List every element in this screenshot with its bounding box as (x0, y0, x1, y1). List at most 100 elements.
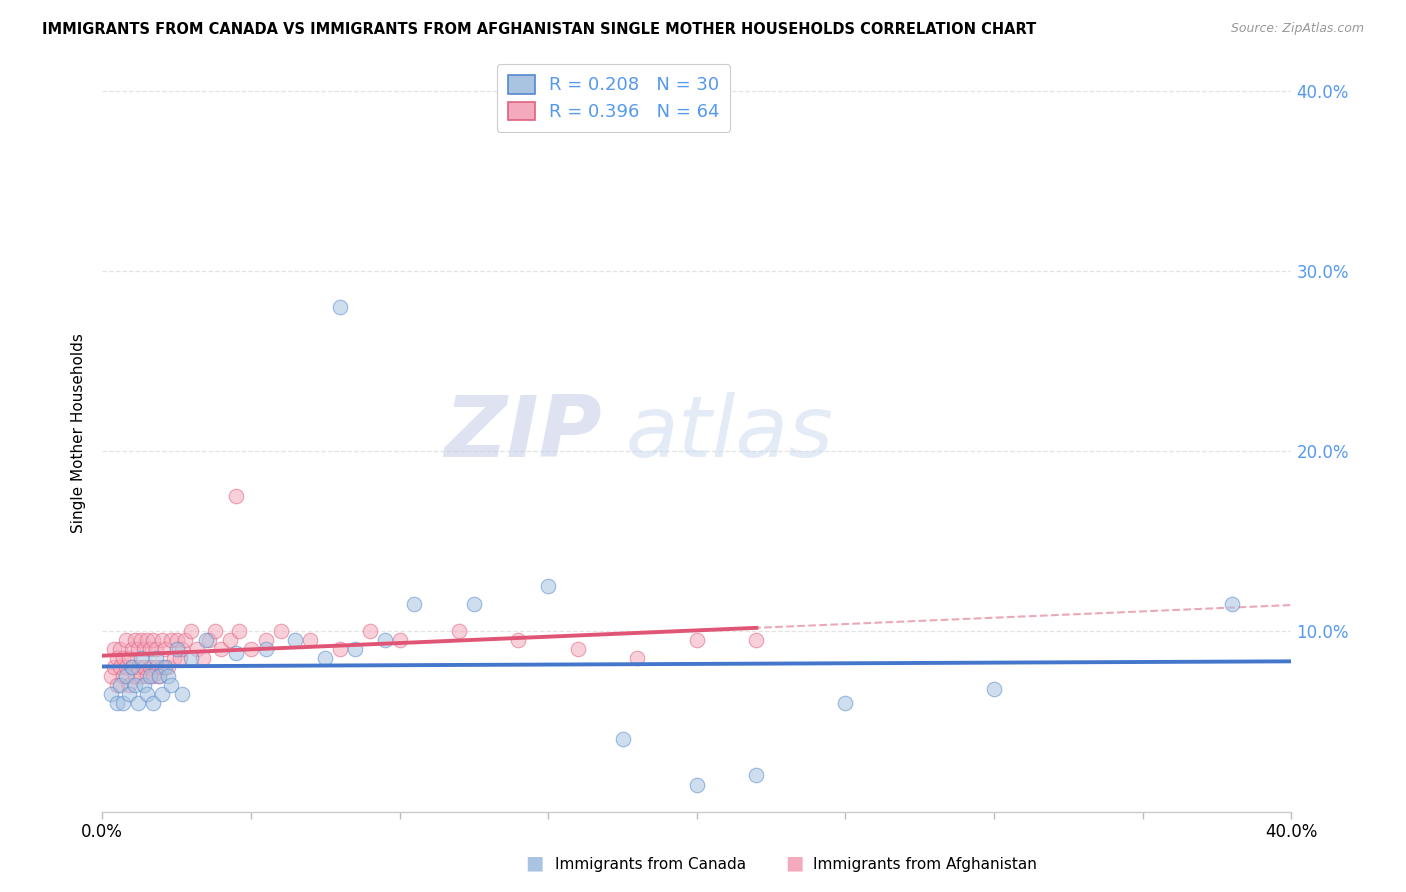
Point (135, 633, 157, 648)
Point (195, 633, 218, 648)
Point (150, 688, 173, 702)
Point (121, 642, 143, 657)
Point (254, 633, 277, 648)
Point (162, 651, 184, 665)
Point (124, 669, 146, 683)
Point (172, 642, 194, 657)
Point (153, 642, 176, 657)
Point (103, 660, 125, 674)
Point (135, 688, 157, 702)
Point (537, 579, 560, 593)
Point (329, 642, 352, 657)
Point (270, 624, 292, 639)
Point (105, 651, 128, 665)
Text: Immigrants from Afghanistan: Immigrants from Afghanistan (813, 857, 1036, 872)
Point (129, 669, 152, 683)
Point (180, 624, 202, 639)
Point (129, 633, 152, 648)
Point (127, 642, 149, 657)
Point (105, 678, 128, 692)
Point (359, 624, 381, 639)
Point (219, 633, 242, 648)
Point (228, 624, 250, 639)
Point (314, 651, 336, 665)
Point (834, 697, 856, 711)
Point (145, 660, 167, 674)
Point (299, 633, 322, 648)
Point (145, 642, 167, 657)
Point (159, 633, 181, 648)
Point (111, 669, 134, 683)
Point (983, 681, 1005, 696)
Point (225, 489, 247, 503)
Point (159, 678, 181, 692)
Text: IMMIGRANTS FROM CANADA VS IMMIGRANTS FROM AFGHANISTAN SINGLE MOTHER HOUSEHOLDS C: IMMIGRANTS FROM CANADA VS IMMIGRANTS FRO… (42, 22, 1036, 37)
Point (100, 669, 122, 683)
Text: ZIP: ZIP (444, 392, 602, 475)
Point (567, 642, 589, 657)
Point (745, 633, 768, 648)
Point (115, 669, 138, 683)
Point (254, 642, 277, 657)
Point (103, 642, 125, 657)
Point (142, 697, 165, 711)
Point (118, 678, 141, 692)
Point (135, 669, 157, 683)
Point (118, 688, 141, 702)
Point (132, 660, 155, 674)
Point (121, 660, 143, 674)
Point (463, 598, 485, 612)
Point (153, 660, 176, 674)
Point (121, 660, 143, 674)
Point (150, 633, 173, 648)
Point (124, 633, 146, 648)
Point (129, 651, 152, 665)
Point (148, 669, 170, 683)
Point (166, 633, 188, 648)
Point (388, 633, 411, 648)
Point (686, 777, 709, 791)
Point (225, 646, 247, 660)
Y-axis label: Single Mother Households: Single Mother Households (72, 334, 86, 533)
Point (105, 697, 128, 711)
Text: atlas: atlas (626, 392, 834, 475)
Point (626, 651, 648, 665)
Point (108, 678, 131, 692)
Point (447, 624, 470, 639)
Point (172, 688, 194, 702)
Text: ■: ■ (524, 854, 544, 872)
Point (127, 697, 149, 711)
Point (145, 651, 167, 665)
Legend: R = 0.208   N = 30, R = 0.396   N = 64: R = 0.208 N = 30, R = 0.396 N = 64 (496, 64, 731, 132)
Point (111, 697, 134, 711)
Point (284, 633, 307, 648)
Point (118, 651, 141, 665)
Point (745, 768, 768, 782)
Point (612, 732, 634, 747)
Point (1220, 598, 1243, 612)
Point (139, 642, 162, 657)
Text: Source: ZipAtlas.com: Source: ZipAtlas.com (1230, 22, 1364, 36)
Point (139, 669, 162, 683)
Point (180, 651, 202, 665)
Point (115, 633, 138, 648)
Point (508, 633, 530, 648)
Point (139, 660, 162, 674)
Point (198, 633, 221, 648)
Point (193, 651, 215, 665)
Point (156, 669, 179, 683)
Point (343, 642, 366, 657)
Point (108, 660, 131, 674)
Point (404, 598, 426, 612)
Point (374, 633, 396, 648)
Point (100, 688, 122, 702)
Text: Immigrants from Canada: Immigrants from Canada (555, 857, 747, 872)
Point (239, 642, 262, 657)
Point (148, 669, 170, 683)
Point (174, 633, 197, 648)
Point (142, 669, 165, 683)
Point (132, 642, 155, 657)
Point (209, 642, 232, 657)
Point (204, 624, 226, 639)
Point (115, 660, 138, 674)
